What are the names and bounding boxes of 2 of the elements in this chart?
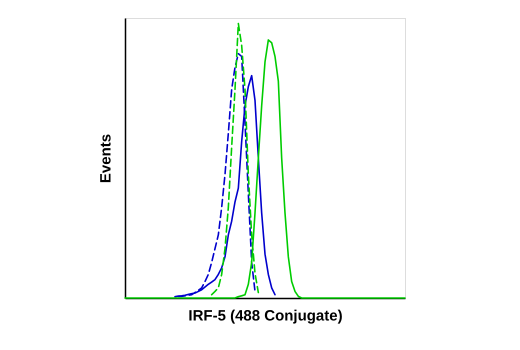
x-axis-title: IRF-5 (488 Conjugate): [188, 308, 343, 324]
y-axis-title: Events: [98, 134, 114, 184]
